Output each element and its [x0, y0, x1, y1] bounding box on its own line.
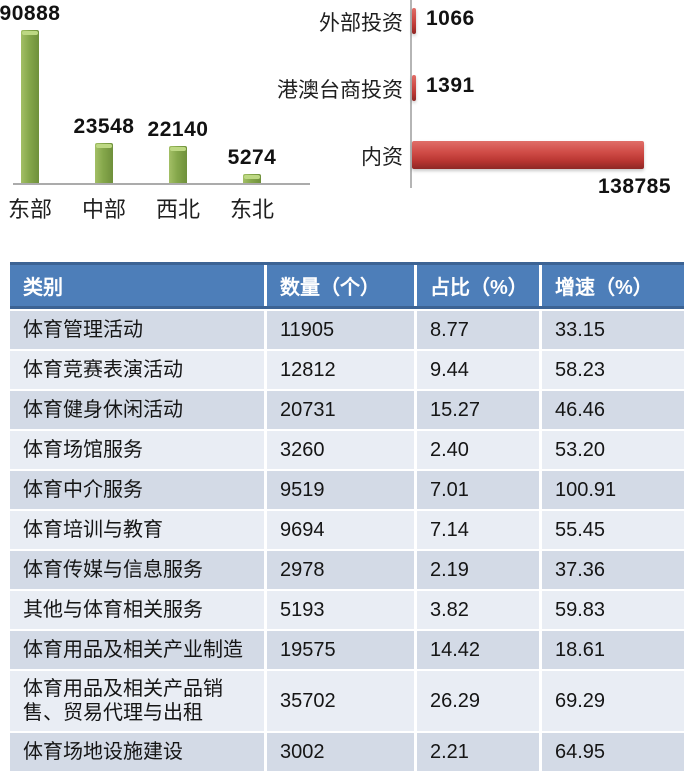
hbar-category-label: 港澳台商投资: [277, 78, 403, 102]
table-row: 体育场地设施建设 3002 2.21 64.95: [10, 733, 684, 771]
table-cell: 2.40: [417, 431, 542, 469]
vbar-中部: [95, 143, 113, 183]
header-cell-quantity: 数量（个）: [267, 265, 417, 306]
table-row: 体育培训与教育 9694 7.14 55.45: [10, 511, 684, 549]
bar-value-label: 5274: [227, 146, 277, 169]
table-row: 体育场馆服务 3260 2.40 53.20: [10, 431, 684, 469]
table-cell: 2.19: [417, 551, 542, 589]
table-cell: 46.46: [555, 399, 606, 421]
hbar-内资: [412, 141, 644, 169]
table-cell: 9519: [267, 471, 417, 509]
table-cell: 体育中介服务: [10, 471, 267, 509]
bar-category-label: 东部: [7, 197, 52, 222]
table-row: 体育健身休闲活动 20731 15.27 46.46: [10, 391, 684, 429]
category-statistics-table: 类别 数量（个） 占比（%） 增速（%） 体育管理活动 11905 8.77 33.1…: [10, 262, 684, 773]
table-cell: 59.83: [555, 599, 606, 621]
table-cell: 37.36: [555, 559, 606, 581]
hbar-category-label: 内资: [361, 145, 403, 169]
table-row: 其他与体育相关服务 5193 3.82 59.83: [10, 591, 684, 629]
table-cell: 58.23: [555, 359, 606, 381]
bar-value-label: 22140: [147, 118, 209, 141]
table-row: 体育用品及相关产品销售、贸易代理与出租 35702 26.29 69.29: [10, 671, 684, 731]
table-cell: 35702: [267, 671, 417, 731]
hbar-value-label: 1066: [426, 7, 475, 30]
investment-source-bar-chart: 外部投资 1066 港澳台商投资 1391 内资 138785: [270, 0, 684, 235]
y-axis-line: [410, 0, 412, 188]
table-cell: 7.01: [417, 471, 542, 509]
table-cell: 55.45: [555, 519, 606, 541]
table-cell: 14.42: [417, 631, 542, 669]
vbar-西北: [169, 146, 187, 183]
table-cell: 3260: [267, 431, 417, 469]
table-row: 体育用品及相关产业制造 19575 14.42 18.61: [10, 631, 684, 669]
table-cell: 体育场馆服务: [10, 431, 267, 469]
table-cell: 33.15: [555, 319, 606, 341]
table-header-row: 类别 数量（个） 占比（%） 增速（%）: [10, 262, 684, 309]
table-cell: 其他与体育相关服务: [10, 591, 267, 629]
header-cell-growth-rate: 增速（%）: [555, 277, 653, 299]
table-cell: 2978: [267, 551, 417, 589]
x-axis-line: [13, 183, 310, 185]
bar-category-label: 东北: [229, 197, 274, 222]
table-cell: 体育场地设施建设: [10, 733, 267, 771]
table-cell: 3002: [267, 733, 417, 771]
table-cell: 20731: [267, 391, 417, 429]
table-cell: 3.82: [417, 591, 542, 629]
hbar-value-label: 138785: [597, 175, 672, 198]
table-row: 体育中介服务 9519 7.01 100.91: [10, 471, 684, 509]
table-cell: 9.44: [417, 351, 542, 389]
table-cell: 2.21: [417, 733, 542, 771]
table-row: 体育传媒与信息服务 2978 2.19 37.36: [10, 551, 684, 589]
bar-value-label: 23548: [73, 115, 135, 138]
table-cell: 11905: [267, 311, 417, 349]
table-cell: 19575: [267, 631, 417, 669]
table-cell: 体育管理活动: [10, 311, 267, 349]
table-cell: 100.91: [555, 479, 617, 501]
hbar-外部投资: [412, 8, 416, 34]
table-cell: 26.29: [417, 671, 542, 731]
table-cell: 7.14: [417, 511, 542, 549]
regional-distribution-bar-chart: 90888 东部 23548 中部 22140 西北 5274 东北: [0, 0, 330, 235]
table-row: 体育管理活动 11905 8.77 33.15: [10, 311, 684, 349]
table-cell: 体育用品及相关产品销售、贸易代理与出租: [10, 671, 267, 731]
table-cell: 体育竞赛表演活动: [10, 351, 267, 389]
table-cell: 体育培训与教育: [10, 511, 267, 549]
header-cell-share: 占比（%）: [417, 265, 542, 306]
table-cell: 体育用品及相关产业制造: [10, 631, 267, 669]
table-body: 体育管理活动 11905 8.77 33.15 体育竞赛表演活动 12812 9.44 58.…: [10, 311, 684, 771]
hbar-value-label: 1391: [426, 74, 475, 97]
bar-category-label: 中部: [81, 197, 126, 222]
charts-section: 90888 东部 23548 中部 22140 西北 5274 东北 外部投资 1066 港澳台商…: [0, 0, 684, 235]
table-cell: 69.29: [555, 690, 606, 712]
vbar-东部: [21, 30, 39, 183]
table-cell: 64.95: [555, 741, 606, 763]
table-cell: 15.27: [417, 391, 542, 429]
table-cell: 18.61: [555, 639, 606, 661]
hbar-category-label: 外部投资: [319, 11, 403, 35]
table-cell: 12812: [267, 351, 417, 389]
table-cell: 8.77: [417, 311, 542, 349]
table-row: 体育竞赛表演活动 12812 9.44 58.23: [10, 351, 684, 389]
table-cell: 9694: [267, 511, 417, 549]
table-cell: 5193: [267, 591, 417, 629]
table-cell: 体育健身休闲活动: [10, 391, 267, 429]
hbar-港澳台商投资: [412, 75, 416, 101]
bar-category-label: 西北: [155, 197, 200, 222]
vbar-东北: [243, 174, 261, 183]
header-cell-category: 类别: [10, 265, 267, 306]
table-cell: 体育传媒与信息服务: [10, 551, 267, 589]
table-cell: 53.20: [555, 439, 606, 461]
bar-value-label: 90888: [0, 2, 61, 25]
